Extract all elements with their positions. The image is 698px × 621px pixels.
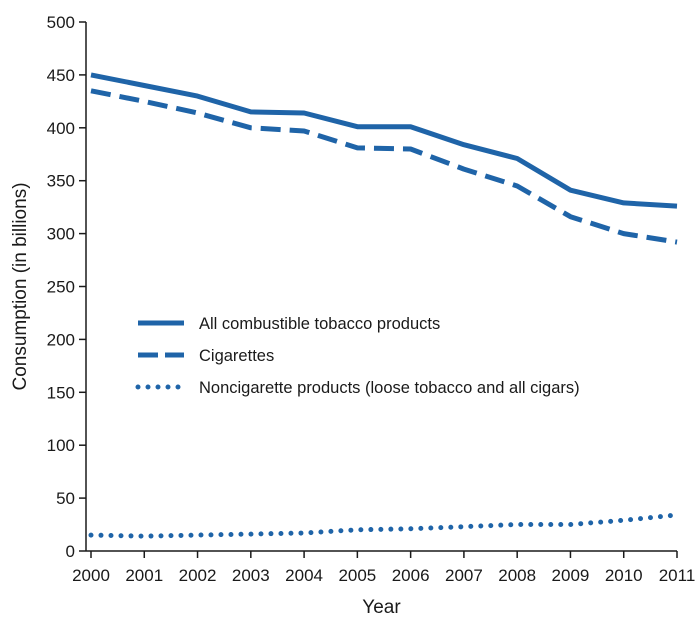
y-tick-label: 150	[47, 383, 75, 402]
x-tick-label: 2009	[552, 566, 590, 585]
x-tick-label: 2002	[179, 566, 217, 585]
plot-frame	[85, 22, 677, 552]
legend: All combustible tobacco products Cigarett…	[135, 315, 580, 397]
legend-label: All combustible tobacco products	[199, 315, 440, 333]
y-tick-label: 250	[47, 278, 75, 297]
y-tick-label: 450	[47, 66, 75, 85]
y-axis-title: Consumption (in billions)	[10, 182, 31, 390]
x-axis-title: Year	[362, 597, 401, 618]
x-tick-label: 2008	[498, 566, 536, 585]
x-tick-label: 2011	[659, 566, 696, 585]
series-line-dashed	[90, 88, 678, 245]
legend-label: Noncigarette products (loose tobacco and…	[199, 379, 580, 397]
y-tick-label: 500	[47, 13, 75, 32]
y-tick-label: 100	[47, 436, 75, 455]
y-tick-label: 0	[66, 542, 75, 561]
y-tick-label: 300	[47, 225, 75, 244]
series-line-solid	[90, 72, 678, 209]
y-axis-ticks: 0 50 100 150 200 250 300 350 400 450 500	[47, 13, 86, 561]
x-tick-label: 2006	[392, 566, 430, 585]
x-tick-label: 2010	[605, 566, 643, 585]
x-tick-label: 2000	[72, 566, 110, 585]
x-tick-label: 2001	[125, 566, 163, 585]
y-tick-label: 400	[47, 119, 75, 138]
x-tick-label: 2007	[445, 566, 483, 585]
x-tick-label: 2005	[338, 566, 376, 585]
x-tick-label: 2003	[232, 566, 270, 585]
y-tick-label: 50	[56, 489, 75, 508]
y-tick-label: 200	[47, 330, 75, 349]
legend-label: Cigarettes	[199, 347, 274, 365]
x-tick-label: 2004	[285, 566, 323, 585]
series-line-dotted	[88, 512, 680, 539]
y-tick-label: 350	[47, 172, 75, 191]
x-axis-ticks: 2000 2001 2002 2003 2004 2005 2006 2007 2008 2009…	[72, 551, 695, 585]
series-layer	[88, 72, 680, 539]
